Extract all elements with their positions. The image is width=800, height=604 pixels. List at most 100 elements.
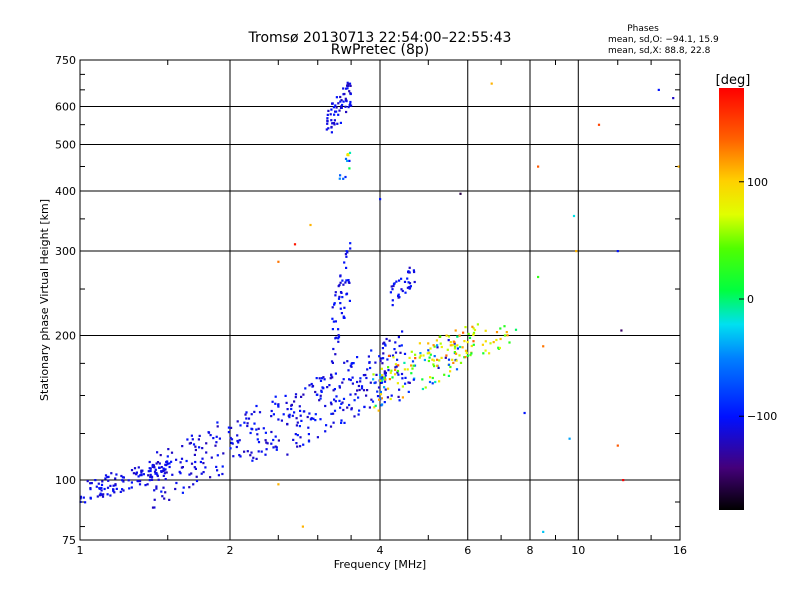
data-point <box>383 376 386 379</box>
data-point <box>98 487 101 490</box>
data-point <box>332 421 335 424</box>
data-point <box>265 448 268 451</box>
data-point <box>343 316 346 319</box>
data-point <box>329 425 333 428</box>
data-point <box>170 451 174 454</box>
data-point <box>437 366 440 369</box>
data-point <box>330 403 333 406</box>
data-point <box>185 459 188 463</box>
data-point <box>419 352 422 355</box>
data-point <box>243 450 246 453</box>
data-point <box>495 331 499 334</box>
data-point <box>400 344 403 347</box>
data-point <box>314 390 317 394</box>
data-point <box>247 417 251 420</box>
data-point <box>227 431 230 434</box>
data-point <box>345 266 348 269</box>
plot-frame <box>79 59 681 541</box>
data-point <box>427 349 430 352</box>
data-point <box>286 408 289 411</box>
data-point <box>209 434 212 437</box>
data-point <box>166 462 169 466</box>
data-point <box>221 465 224 468</box>
data-point <box>221 472 224 476</box>
data-point <box>370 349 373 352</box>
data-point <box>170 460 173 463</box>
data-point <box>349 378 352 382</box>
data-point <box>391 354 395 357</box>
data-point <box>112 484 115 487</box>
data-point <box>568 437 571 440</box>
data-point <box>148 479 151 482</box>
data-point <box>252 456 255 459</box>
data-point <box>459 361 463 364</box>
data-point <box>215 465 218 468</box>
data-point <box>190 462 194 465</box>
data-point <box>319 394 322 397</box>
data-point <box>451 343 454 347</box>
data-point <box>255 457 258 460</box>
data-point <box>328 384 331 387</box>
y-tick-label: 300 <box>55 245 76 258</box>
data-point <box>161 495 164 498</box>
data-point <box>484 340 487 343</box>
data-point <box>334 353 337 356</box>
data-point <box>250 451 253 454</box>
data-point <box>218 437 221 440</box>
data-point <box>335 395 338 398</box>
data-point <box>363 405 366 408</box>
data-point <box>160 470 163 473</box>
data-point <box>200 472 203 475</box>
data-point <box>296 445 299 448</box>
data-point <box>334 291 337 294</box>
data-point <box>377 386 381 389</box>
data-point <box>216 425 219 428</box>
data-point <box>427 342 430 345</box>
data-point <box>140 471 143 474</box>
data-point <box>403 361 406 364</box>
data-point <box>195 479 199 483</box>
data-point <box>380 357 383 360</box>
data-point <box>144 484 147 487</box>
data-point <box>230 441 233 444</box>
data-point <box>428 351 431 354</box>
data-point <box>159 454 162 457</box>
data-point <box>429 347 432 350</box>
data-point <box>373 381 376 385</box>
data-point <box>333 123 336 126</box>
data-point <box>439 342 442 345</box>
data-point <box>349 242 352 245</box>
data-point <box>227 426 230 429</box>
data-point <box>147 474 150 477</box>
data-point <box>384 343 387 346</box>
data-point <box>397 336 400 339</box>
data-point <box>300 395 303 398</box>
data-point <box>109 484 112 487</box>
data-point <box>341 103 344 107</box>
data-point <box>439 335 442 338</box>
data-point <box>165 460 168 464</box>
data-point <box>418 356 421 359</box>
data-point <box>326 120 329 123</box>
data-point <box>277 439 280 442</box>
data-point <box>103 487 106 491</box>
data-point <box>382 378 385 381</box>
data-point <box>329 377 332 380</box>
data-point <box>332 389 335 392</box>
data-point <box>397 296 400 299</box>
data-point <box>286 423 289 426</box>
data-point <box>94 479 97 482</box>
data-point <box>277 404 280 407</box>
data-point <box>340 105 343 108</box>
data-point <box>672 97 675 100</box>
data-point <box>264 431 267 434</box>
data-point <box>339 281 342 284</box>
data-point <box>332 122 335 125</box>
data-point <box>379 376 382 379</box>
data-point <box>274 435 277 438</box>
data-point <box>410 372 413 375</box>
data-point <box>302 410 305 413</box>
data-point <box>396 369 400 373</box>
data-point <box>383 386 386 389</box>
data-point <box>238 439 241 442</box>
